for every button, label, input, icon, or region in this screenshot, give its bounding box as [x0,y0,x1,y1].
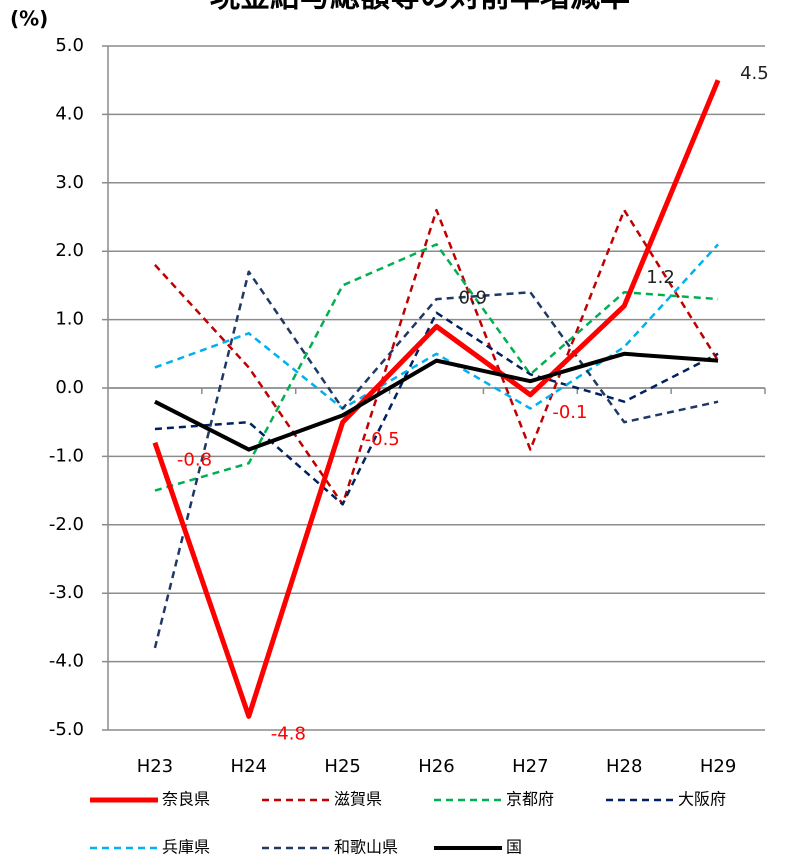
chart-title: 現金給与総額等の対前年増減率 [210,0,630,15]
legend-label: 京都府 [506,790,554,809]
x-tick-label: H25 [324,756,360,777]
data-label: -0.8 [177,450,212,471]
y-tick-label: 3.0 [55,172,84,193]
series-line [152,79,721,719]
legend-label: 大阪府 [678,790,726,809]
legend-label: 国 [506,838,522,856]
x-tick-label: H26 [418,756,454,777]
series-line [154,243,719,492]
x-tick-label: H27 [512,756,548,777]
y-tick-label: -4.0 [49,651,84,672]
y-tick-label: 2.0 [55,240,84,261]
y-tick-label: -3.0 [49,582,84,603]
y-tick-label: -5.0 [49,719,84,740]
x-tick-label: H23 [137,756,173,777]
series-line [154,311,719,506]
x-tick-label: H24 [231,756,267,777]
legend-label: 兵庫県 [162,838,210,856]
y-tick-label: 0.0 [55,377,84,398]
data-label: 4.5 [740,63,769,84]
series-line [154,208,720,506]
data-label: -4.8 [271,723,306,744]
legend-label: 滋賀県 [334,790,382,809]
y-tick-label: 1.0 [55,309,84,330]
data-label: -0.1 [552,402,587,423]
y-tick-label: 4.0 [55,103,84,124]
data-label: 1.2 [646,267,675,288]
x-tick-label: H29 [700,756,736,777]
series-line [154,243,719,410]
data-label: 0.9 [459,287,488,308]
series-line [154,351,719,452]
y-tick-label: 5.0 [55,35,84,56]
x-tick-label: H28 [606,756,642,777]
series-line [153,270,719,649]
data-label: -0.5 [365,429,400,450]
y-tick-label: -1.0 [49,445,84,466]
y-unit: (%) [10,7,48,31]
legend-label: 奈良県 [162,790,210,809]
y-tick-label: -2.0 [49,514,84,535]
legend-label: 和歌山県 [334,838,398,856]
